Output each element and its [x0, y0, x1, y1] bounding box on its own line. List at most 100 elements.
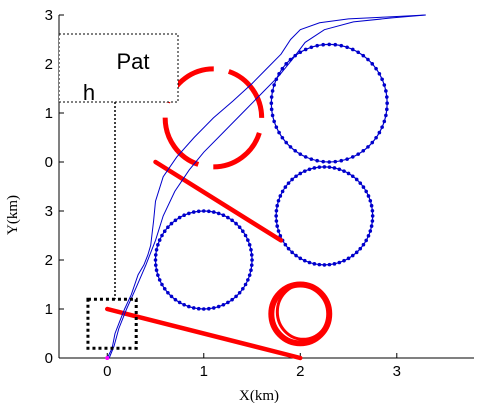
- obstacle-circle-dot: [177, 300, 182, 305]
- obstacle-circle-dot: [221, 302, 226, 307]
- obstacle-circle-dot: [298, 256, 303, 261]
- obstacle-circle-outline: [270, 43, 388, 163]
- obstacle-circle-dot: [369, 224, 374, 228]
- obstacle-circle-dot: [298, 171, 303, 176]
- obstacle-circle-dot: [294, 253, 298, 258]
- obstacle-circle-dot: [280, 135, 285, 140]
- obstacle-circle-dot: [368, 229, 373, 233]
- obstacle-circle-dot: [154, 268, 159, 272]
- obstacle-circle-dot: [370, 214, 375, 218]
- obstacle-circle-dot: [274, 208, 279, 213]
- obstacle-circle-dot: [216, 304, 221, 309]
- obstacle-circle-dot: [369, 203, 374, 208]
- obstacle-circle-dot: [201, 307, 206, 311]
- obstacle-circle-dot: [157, 278, 162, 282]
- obstacle-circle-dot: [302, 169, 307, 173]
- obstacle-circle-dot: [249, 263, 254, 267]
- path-line: [106, 14, 426, 359]
- obstacle-circle-dot: [237, 225, 242, 230]
- obstacle-circle-dot: [337, 167, 342, 172]
- obstacle-circle-dot: [317, 165, 322, 169]
- x-tick-label: 3: [393, 363, 401, 380]
- obstacle-circle-dot: [364, 238, 368, 243]
- obstacle-circle-outline: [154, 210, 253, 310]
- obstacle-circle-dot: [230, 218, 234, 223]
- obstacle-circle-dot: [249, 253, 254, 257]
- x-axis-label: X(km): [239, 388, 279, 403]
- paths: [106, 14, 426, 359]
- obstacle-circle-dot: [350, 155, 355, 159]
- obstacle-circle-dot: [321, 42, 325, 47]
- obstacle-circle-dot: [275, 203, 280, 208]
- obstacle-circle-dot: [173, 297, 178, 302]
- annotation-box: [58, 33, 179, 103]
- obstacle-circle-dot: [272, 119, 276, 124]
- obstacle-circle-dot: [317, 262, 322, 267]
- obstacle-circle-dot: [274, 214, 278, 218]
- obstacle-circle-dot: [332, 166, 337, 170]
- obstacle-circle-dot: [278, 194, 283, 198]
- obstacle-circle-dot: [293, 148, 297, 153]
- obstacle-circle-dot: [385, 95, 389, 99]
- obstacle-circle-dot: [332, 262, 337, 266]
- x-tick-label: 1: [200, 363, 208, 380]
- obstacle-circle-dot: [298, 50, 303, 55]
- obstacle-circle-dot: [377, 130, 382, 135]
- obstacle-circle-dot: [315, 158, 319, 163]
- obstacle-circle-dot: [157, 238, 162, 242]
- obstacle-circle-dot: [191, 306, 196, 310]
- obstacle-circle-dot: [358, 246, 363, 251]
- obstacle-circle-dot: [284, 140, 288, 145]
- obstacle-circle-dot: [160, 282, 164, 287]
- obstacle-circle-dot: [156, 243, 160, 247]
- obstacle-circle-dot: [283, 185, 288, 189]
- obstacle-circle-dot: [350, 174, 355, 179]
- obstacle-circle-dot: [249, 248, 253, 252]
- obstacle-circle-dot: [327, 165, 332, 169]
- obstacle-circle-dot: [246, 238, 250, 242]
- obstacle-circle-dot: [250, 258, 254, 262]
- obstacle-circle-dot: [345, 157, 349, 161]
- obstacle-circle-outline: [275, 166, 374, 266]
- obstacle-circle-dot: [382, 119, 387, 124]
- obstacle-circle-dot: [166, 290, 170, 295]
- obstacle-circle-dot: [309, 45, 314, 50]
- y-tick-label: 0: [45, 154, 53, 171]
- y-tick-label: 1: [45, 105, 53, 122]
- obstacle-circle-dot: [327, 262, 332, 267]
- obstacle-circle-dot: [237, 290, 242, 295]
- y-axis-label: Y(km): [5, 195, 21, 235]
- obstacle-circle-dot: [366, 234, 371, 238]
- obstacle-circle-dot: [368, 198, 373, 203]
- obstacle-circle-dot: [207, 306, 211, 311]
- obstacle-circle-dot: [327, 42, 332, 47]
- y-tick-label: 2: [45, 252, 53, 269]
- obstacle-circle-dot: [361, 242, 366, 247]
- obstacle-circle-dot: [366, 194, 371, 198]
- obstacle-circle-dot: [298, 152, 303, 156]
- obstacle-circle-dot: [187, 304, 191, 309]
- obstacle-circle-dot: [286, 246, 291, 251]
- obstacle-circle-dot: [356, 152, 360, 156]
- obstacle-circle-dot: [327, 160, 332, 164]
- start-region-box: [86, 297, 138, 350]
- obstacle-circle-dot: [312, 262, 317, 266]
- obstacle-circle-dot: [283, 242, 288, 247]
- obstacle-circle-dot: [339, 43, 344, 48]
- obstacle-circle-dot: [302, 258, 307, 263]
- obstacle-circle-dot: [169, 221, 174, 226]
- obstacle-circle-dot: [370, 62, 375, 66]
- obstacle-circle-dot: [366, 57, 370, 62]
- obstacle-circle-dot: [212, 210, 216, 214]
- obstacle-circle-dot: [358, 181, 363, 185]
- obstacle-circle-dot: [249, 268, 253, 272]
- obstacle-circle-dot: [361, 185, 366, 189]
- obstacle-circle-dot: [377, 72, 382, 76]
- obstacle-circle-dot: [243, 233, 248, 238]
- obstacle-circle-dot: [322, 165, 327, 169]
- obstacle-circle-dot: [342, 258, 346, 263]
- obstacle-circle-dot: [321, 159, 325, 164]
- start-point-marker: [105, 356, 110, 360]
- obstacle-circle-dot: [154, 248, 159, 252]
- obstacle-circle-dot: [246, 278, 250, 282]
